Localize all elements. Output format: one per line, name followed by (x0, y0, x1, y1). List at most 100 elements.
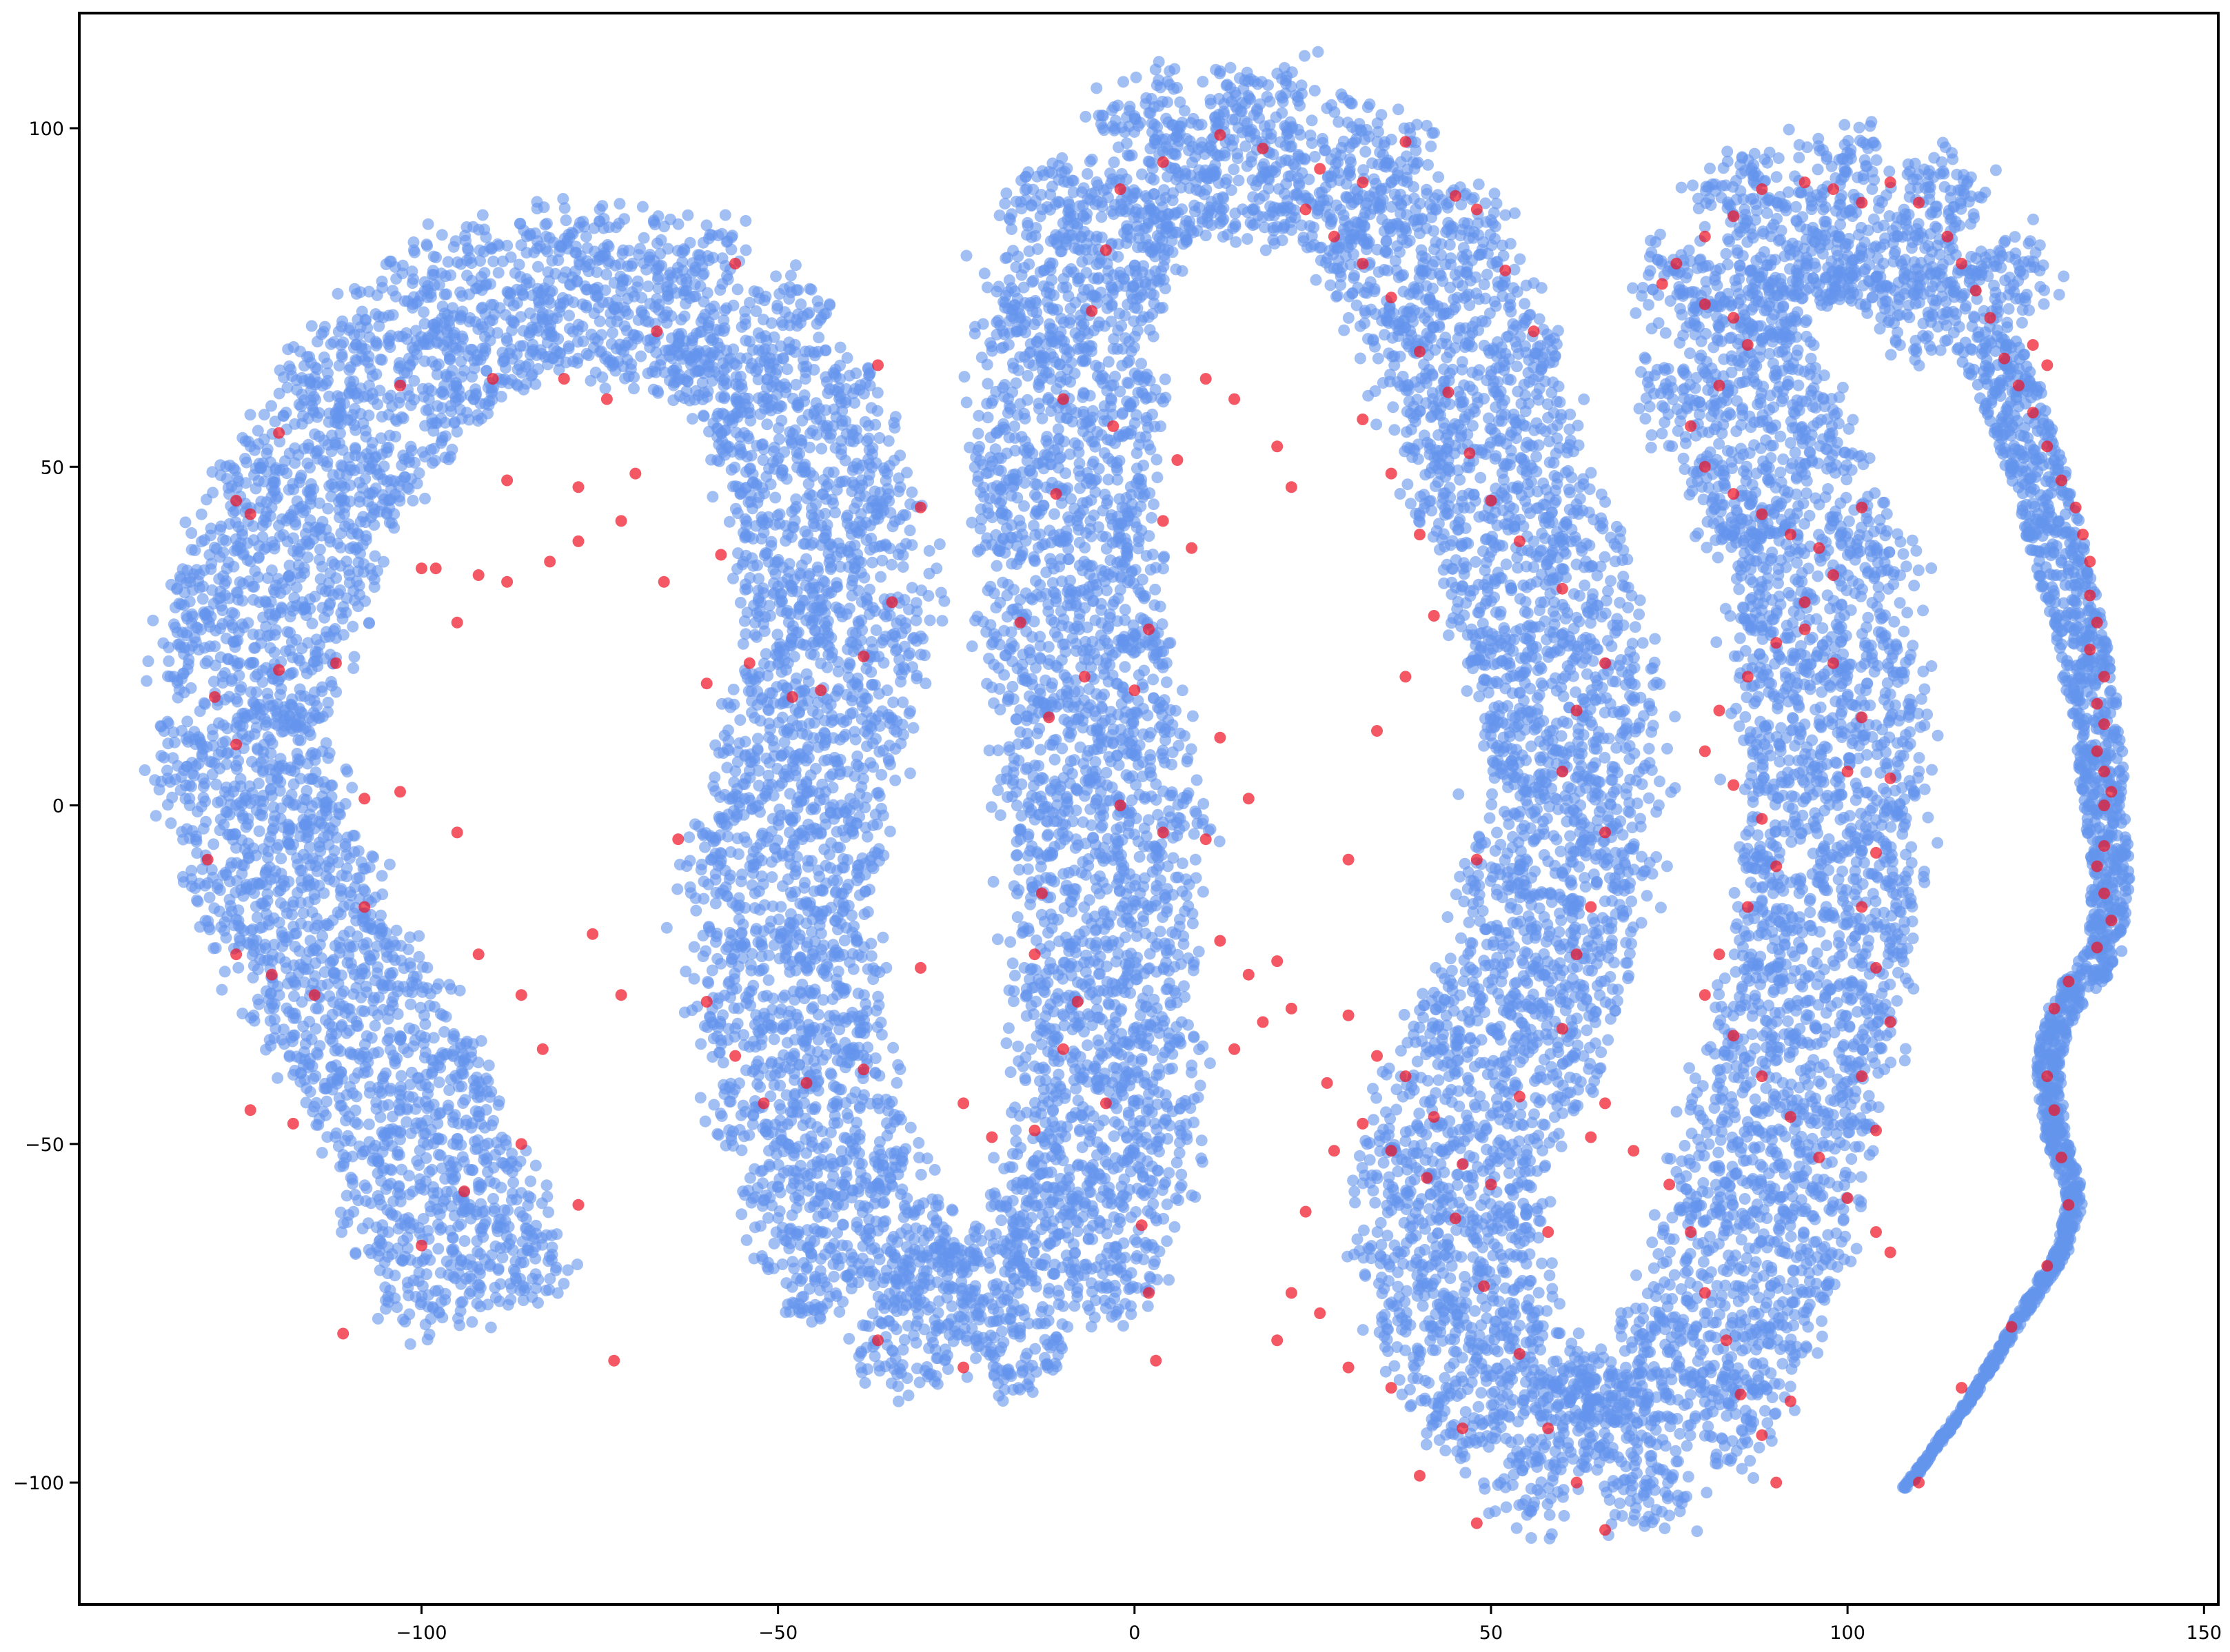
background-point (818, 755, 830, 766)
background-point (718, 392, 730, 404)
background-point (162, 737, 174, 749)
background-point (156, 750, 168, 762)
background-point (182, 736, 194, 748)
background-point (557, 193, 569, 205)
background-point (767, 687, 778, 699)
background-point (349, 1248, 361, 1260)
background-point (143, 655, 154, 667)
background-point (221, 633, 232, 644)
background-point (789, 840, 800, 852)
background-point (395, 1031, 407, 1043)
background-point (439, 451, 451, 463)
background-point (498, 1204, 510, 1216)
background-point (347, 621, 358, 633)
background-point (336, 320, 347, 332)
background-point (201, 741, 213, 753)
background-point (503, 378, 515, 389)
background-point (419, 493, 431, 504)
background-point (237, 720, 249, 732)
background-point (405, 399, 417, 411)
background-point (296, 642, 308, 654)
background-point (706, 334, 718, 346)
background-point (813, 1009, 824, 1021)
background-point (798, 361, 809, 373)
background-point (787, 428, 799, 440)
background-point (746, 685, 758, 697)
background-point (725, 244, 737, 256)
background-point (786, 531, 798, 543)
background-point (439, 307, 451, 319)
background-point (696, 859, 708, 870)
background-point (323, 862, 335, 874)
background-point (393, 1181, 405, 1193)
background-point (212, 593, 224, 604)
background-point (889, 631, 901, 642)
background-point (379, 1128, 391, 1139)
background-point (767, 735, 779, 746)
background-point (366, 850, 378, 862)
background-point (436, 402, 448, 414)
background-point (321, 737, 332, 749)
background-point (898, 662, 909, 673)
background-point (192, 896, 204, 908)
background-point (316, 561, 328, 573)
background-point (274, 531, 286, 542)
background-point (264, 629, 276, 641)
background-point (676, 314, 687, 325)
background-point (298, 907, 310, 919)
background-point (278, 1023, 290, 1035)
background-point (672, 245, 684, 256)
background-point (432, 369, 443, 380)
background-point (423, 1289, 434, 1301)
background-point (305, 376, 316, 388)
background-point (354, 477, 365, 489)
background-point (563, 343, 575, 354)
background-point (327, 1021, 338, 1033)
background-point (558, 1278, 569, 1289)
background-point (846, 580, 858, 591)
background-point (313, 445, 325, 456)
background-point (436, 229, 448, 241)
background-point (727, 343, 739, 355)
background-point (782, 363, 793, 375)
background-point (763, 358, 775, 370)
background-point (405, 1254, 416, 1266)
background-point (474, 245, 486, 256)
background-point (334, 937, 345, 948)
background-point (490, 1292, 502, 1303)
background-point (409, 247, 420, 258)
background-point (649, 360, 661, 372)
background-point (323, 391, 335, 402)
background-point (487, 1193, 499, 1205)
background-point (511, 1161, 523, 1172)
background-point (633, 314, 645, 326)
background-point (718, 380, 729, 391)
background-point (883, 496, 895, 507)
background-point (877, 932, 889, 944)
background-point (677, 265, 689, 276)
background-point (697, 377, 709, 389)
background-point (802, 861, 814, 873)
background-point (801, 669, 813, 680)
background-point (734, 714, 746, 726)
background-point (298, 601, 310, 613)
background-point (338, 629, 349, 641)
background-point (740, 245, 752, 256)
background-point (302, 551, 314, 563)
background-point (711, 928, 723, 939)
background-point (830, 602, 842, 613)
background-point (472, 1134, 484, 1146)
background-point (617, 248, 629, 260)
background-point (680, 385, 692, 397)
background-point (480, 1104, 492, 1116)
background-point (314, 431, 325, 442)
background-point (466, 257, 478, 269)
background-point (840, 715, 852, 726)
background-point (872, 991, 884, 1003)
background-point (834, 391, 846, 402)
background-point (406, 265, 418, 277)
background-point (522, 1243, 534, 1254)
background-point (801, 493, 813, 504)
background-point (394, 491, 405, 502)
background-point (826, 651, 838, 663)
